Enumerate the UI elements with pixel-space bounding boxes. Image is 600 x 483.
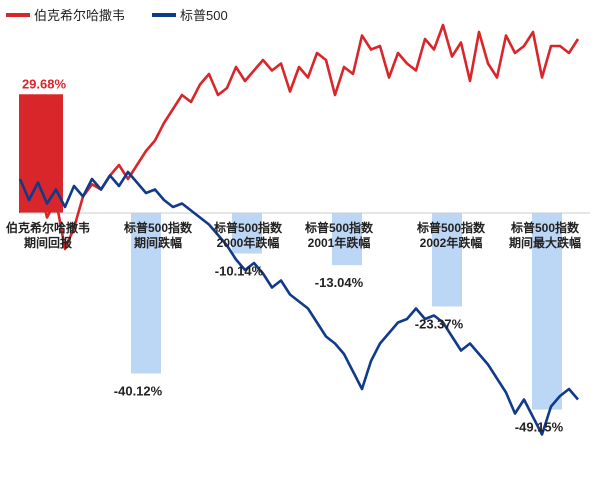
value-label-5: -49.15% (515, 420, 564, 435)
value-label-2: -10.14% (215, 264, 264, 279)
category-labels: 伯克希尔哈撒韦期间回报标普500指数期间跌幅标普500指数2000年跌幅标普50… (6, 220, 581, 250)
category-label-3-line-0: 标普500指数 (304, 220, 374, 235)
bars-layer (19, 94, 562, 410)
lines-layer (18, 23, 580, 436)
category-label-0-line-0: 伯克希尔哈撒韦 (6, 220, 90, 235)
legend: 伯克希尔哈撒韦 标普500 (6, 8, 228, 23)
value-labels: 29.68% -40.12% -10.14% -13.04% -23.37% -49.15… (22, 76, 564, 434)
category-label-4-line-1: 2002年跌幅 (420, 235, 483, 250)
legend-label-brk: 伯克希尔哈撒韦 (34, 8, 125, 23)
line-series-spx (18, 170, 579, 436)
category-label-2-line-1: 2000年跌幅 (217, 235, 280, 250)
value-label-4: -23.37% (415, 316, 464, 331)
category-label-1-line-1: 期间跌幅 (134, 235, 182, 250)
category-label-5-line-1: 期间最大跌幅 (509, 235, 581, 250)
bar-3 (332, 213, 362, 266)
category-label-4-line-0: 标普500指数 (416, 220, 486, 235)
category-label-1-line-0: 标普500指数 (123, 220, 193, 235)
bar-2 (232, 213, 262, 254)
category-label-2-line-0: 标普500指数 (213, 220, 283, 235)
legend-label-spx: 标普500 (180, 8, 228, 23)
bar-5 (532, 213, 562, 410)
value-label-1: -40.12% (114, 383, 163, 398)
category-label-3-line-1: 2001年跌幅 (308, 235, 371, 250)
line-series-brk (19, 23, 580, 251)
value-label-0: 29.68% (22, 76, 67, 91)
bar-1 (131, 213, 161, 374)
category-label-0-line-1: 期间回报 (24, 235, 72, 250)
value-label-3: -13.04% (315, 275, 364, 290)
category-label-5-line-0: 标普500指数 (510, 220, 580, 235)
bar-4 (432, 213, 462, 307)
